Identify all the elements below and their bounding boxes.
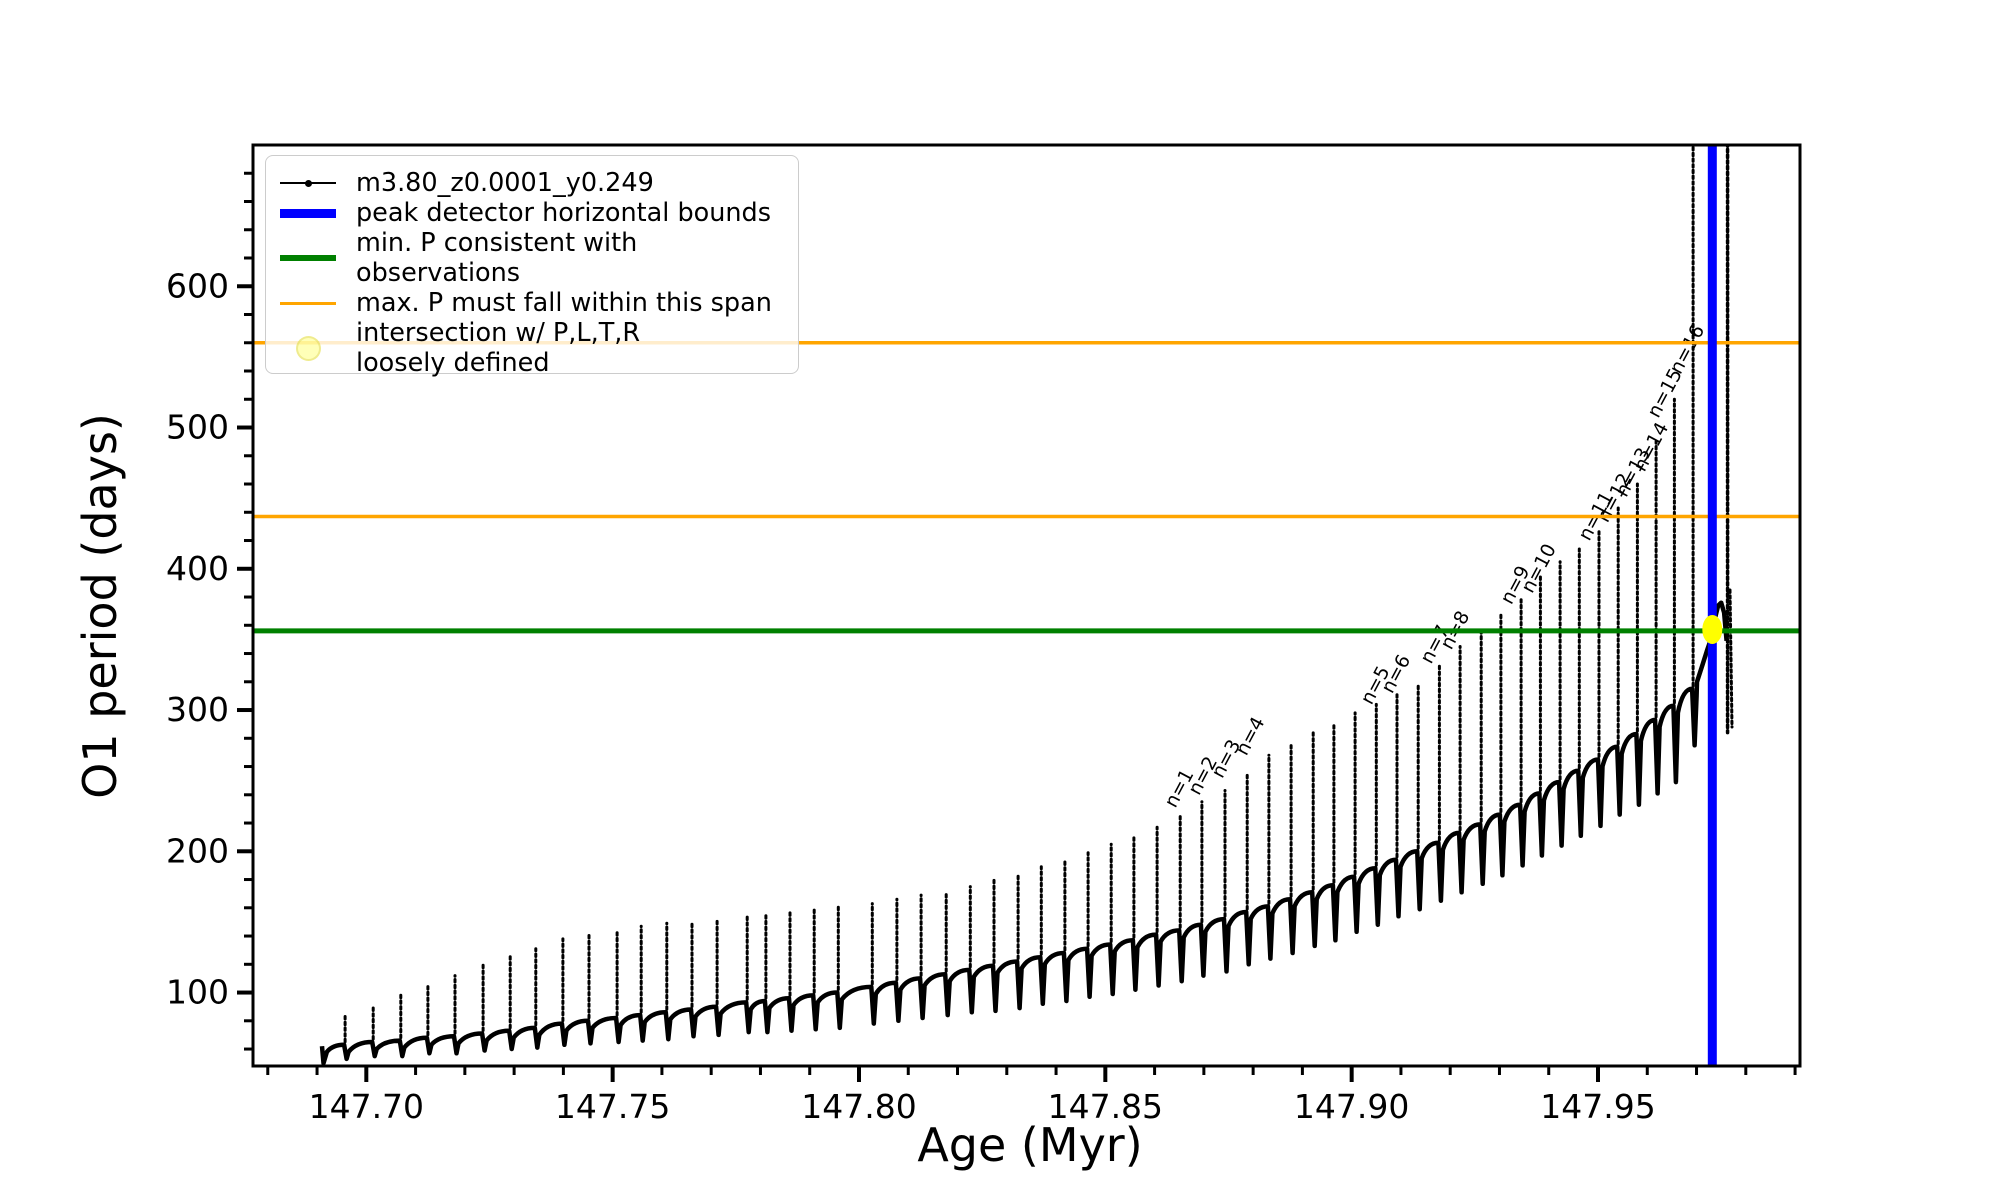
legend-entry-max-p: max. P must fall within this span xyxy=(280,288,782,318)
y-tick-label: 400 xyxy=(166,549,229,588)
legend-label: peak detector horizontal bounds xyxy=(356,198,772,229)
y-tick-label: 200 xyxy=(166,831,229,870)
legend-label: intersection w/ P,L,T,R loosely defined xyxy=(356,318,641,379)
legend-entry-intersection: intersection w/ P,L,T,R loosely defined xyxy=(280,318,782,378)
y-tick-label: 100 xyxy=(166,973,229,1012)
legend-label: min. P consistent with observations xyxy=(356,228,638,289)
n-annotation: n=4 xyxy=(1231,713,1269,759)
y-axis-label: O1 period (days) xyxy=(73,413,127,799)
yellow-dot-icon xyxy=(280,335,336,361)
x-tick-label: 147.80 xyxy=(801,1087,916,1126)
series-path xyxy=(319,600,1729,1066)
plot-frame xyxy=(251,143,1802,1068)
x-tick-label: 147.85 xyxy=(1048,1087,1163,1126)
legend-entry-peak-bounds: peak detector horizontal bounds xyxy=(280,198,782,228)
series-tail xyxy=(1728,588,1734,729)
x-tick-label: 147.90 xyxy=(1294,1087,1409,1126)
y-tick-label: 600 xyxy=(166,266,229,305)
legend-entry-series: m3.80_z0.0001_y0.249 xyxy=(280,168,782,198)
n-annotation: n=16 xyxy=(1665,321,1709,377)
legend-label: max. P must fall within this span xyxy=(356,288,772,319)
blue-line-icon xyxy=(280,208,336,218)
legend-entry-min-p: min. P consistent with observations xyxy=(280,228,782,288)
n-annotation: n=6 xyxy=(1377,651,1415,697)
y-tick-label: 300 xyxy=(166,690,229,729)
x-axis-label: Age (Myr) xyxy=(917,1118,1143,1172)
x-tick-label: 147.95 xyxy=(1540,1087,1655,1126)
x-tick-label: 147.75 xyxy=(555,1087,670,1126)
y-tick-label: 500 xyxy=(166,408,229,447)
series-spikes xyxy=(343,145,1695,1044)
legend: m3.80_z0.0001_y0.249 peak detector horiz… xyxy=(265,155,799,378)
x-tick-label: 147.70 xyxy=(309,1087,424,1126)
intersection-marker xyxy=(1702,615,1723,645)
orange-line-icon xyxy=(280,301,336,306)
series-line-icon xyxy=(280,179,336,186)
green-line-icon xyxy=(280,255,336,262)
legend-label: m3.80_z0.0001_y0.249 xyxy=(356,168,654,198)
